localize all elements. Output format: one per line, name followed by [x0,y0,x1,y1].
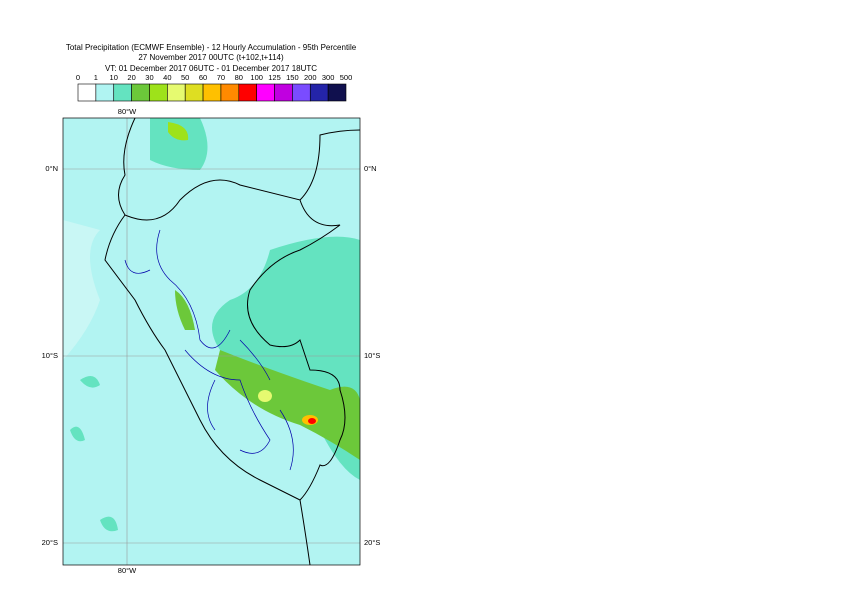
colorbar-box [131,83,150,102]
region-border [124,229,294,471]
colorbar-box [149,83,168,102]
colorbar-box [184,83,204,102]
colorbar: 0 1 10 20 30 40 50 60 70 80 100 125 150 200 300 500 [76,73,353,102]
colorbar-label: 70 [217,73,225,82]
sea-area [63,118,100,360]
colorbar-label: 1 [94,73,98,82]
colorbar-box [256,83,275,102]
precip-area [215,350,360,460]
colorbar-label: 500 [340,73,353,82]
colorbar-box [327,83,347,102]
colorbar-box [220,83,240,102]
colorbar-label: 10 [110,73,118,82]
colorbar-label: 30 [145,73,153,82]
lon-label: 80°W [118,107,137,116]
base-time: 27 November 2017 00UTC (t+102,t+114) [138,53,284,62]
colorbar-label: 300 [322,73,335,82]
colorbar-box [77,83,97,102]
colorbar-box [238,83,257,102]
coastline [104,118,311,565]
colorbar-box [95,83,115,102]
lat-label: 10°S [42,351,58,360]
lat-label: 0°N [45,164,58,173]
title: Total Precipitation (ECMWF Ensemble) - 1… [66,43,357,52]
lat-label: 20°S [42,538,58,547]
lat-label: 20°S [364,538,380,547]
valid-time: VT: 01 December 2017 06UTC - 01 December… [105,64,317,73]
lat-label: 10°S [364,351,380,360]
colorbar-label: 80 [235,73,243,82]
colorbar-box [292,83,311,102]
colorbar-label: 200 [304,73,317,82]
lon-label: 80°W [118,566,137,575]
precip-area [168,122,189,141]
colorbar-box [274,83,293,102]
colorbar-label: 40 [163,73,171,82]
precip-area [150,118,208,170]
colorbar-label: 60 [199,73,207,82]
colorbar-label: 100 [250,73,263,82]
map-frame [62,117,361,566]
country-border [124,129,360,501]
precip-area [175,290,195,330]
lat-label: 0°N [364,164,377,173]
map: 80°W 80°W 0°N 0°N 10°S 10°S 20°S 20°S [42,107,381,575]
precip-area [308,418,316,424]
colorbar-label: 150 [286,73,299,82]
colorbar-box [309,83,329,102]
colorbar-box [113,83,132,102]
colorbar-box [202,83,222,102]
colorbar-label: 50 [181,73,189,82]
colorbar-label: 20 [127,73,135,82]
colorbar-box [167,83,186,102]
colorbar-label: 0 [76,73,80,82]
precip-area [258,390,272,402]
colorbar-label: 125 [268,73,281,82]
